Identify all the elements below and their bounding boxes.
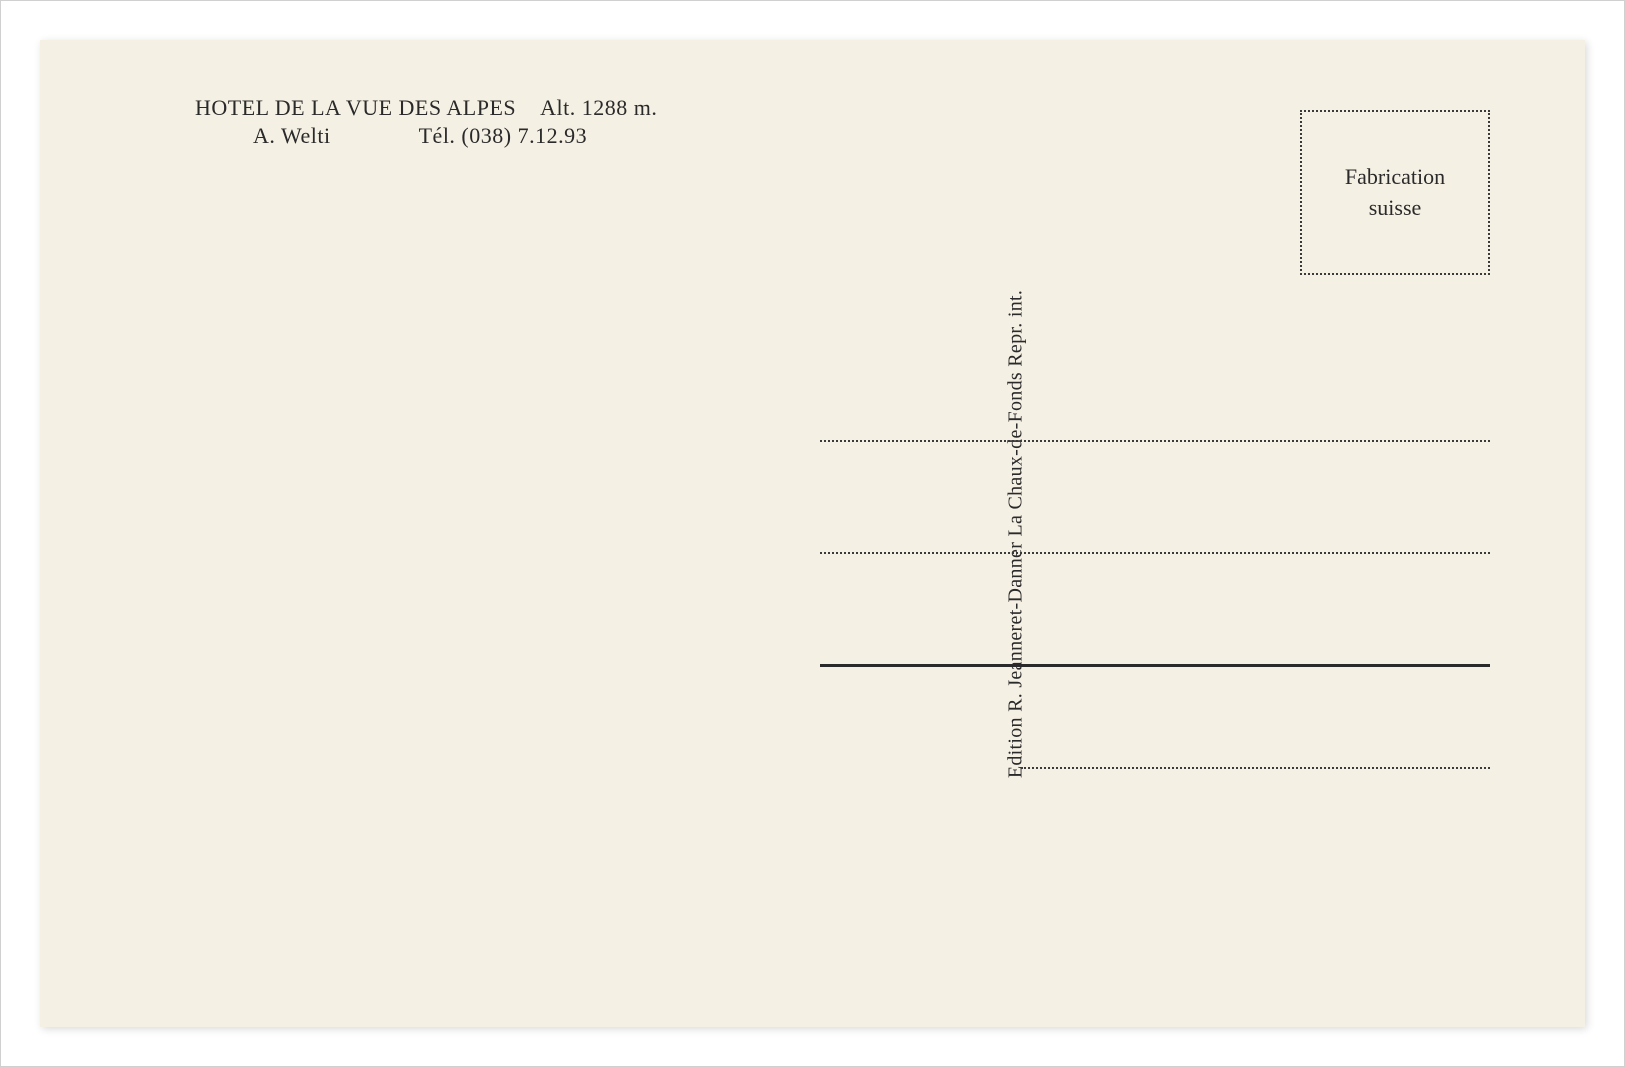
postcard-header: HOTEL DE LA VUE DES ALPES Alt. 1288 m. A… <box>195 95 657 149</box>
outer-frame: HOTEL DE LA VUE DES ALPES Alt. 1288 m. A… <box>0 0 1625 1067</box>
postcard-content: HOTEL DE LA VUE DES ALPES Alt. 1288 m. A… <box>40 40 1585 1027</box>
stamp-box: Fabrication suisse <box>1300 110 1490 275</box>
address-line-2 <box>820 552 1490 554</box>
header-line-1: HOTEL DE LA VUE DES ALPES Alt. 1288 m. <box>195 95 657 121</box>
address-line-1 <box>820 440 1490 442</box>
altitude: Alt. 1288 m. <box>540 95 657 120</box>
address-line-4 <box>1021 767 1490 769</box>
address-line-3 <box>820 664 1490 667</box>
proprietor: A. Welti <box>253 123 413 149</box>
header-line-2: A. Welti Tél. (038) 7.12.93 <box>195 123 657 149</box>
stamp-label-line-1: Fabrication <box>1345 162 1445 193</box>
address-lines-area <box>820 440 1490 769</box>
hotel-name: HOTEL DE LA VUE DES ALPES <box>195 95 516 120</box>
postcard: HOTEL DE LA VUE DES ALPES Alt. 1288 m. A… <box>40 40 1585 1027</box>
stamp-label-line-2: suisse <box>1369 193 1422 224</box>
telephone: Tél. (038) 7.12.93 <box>419 123 587 148</box>
